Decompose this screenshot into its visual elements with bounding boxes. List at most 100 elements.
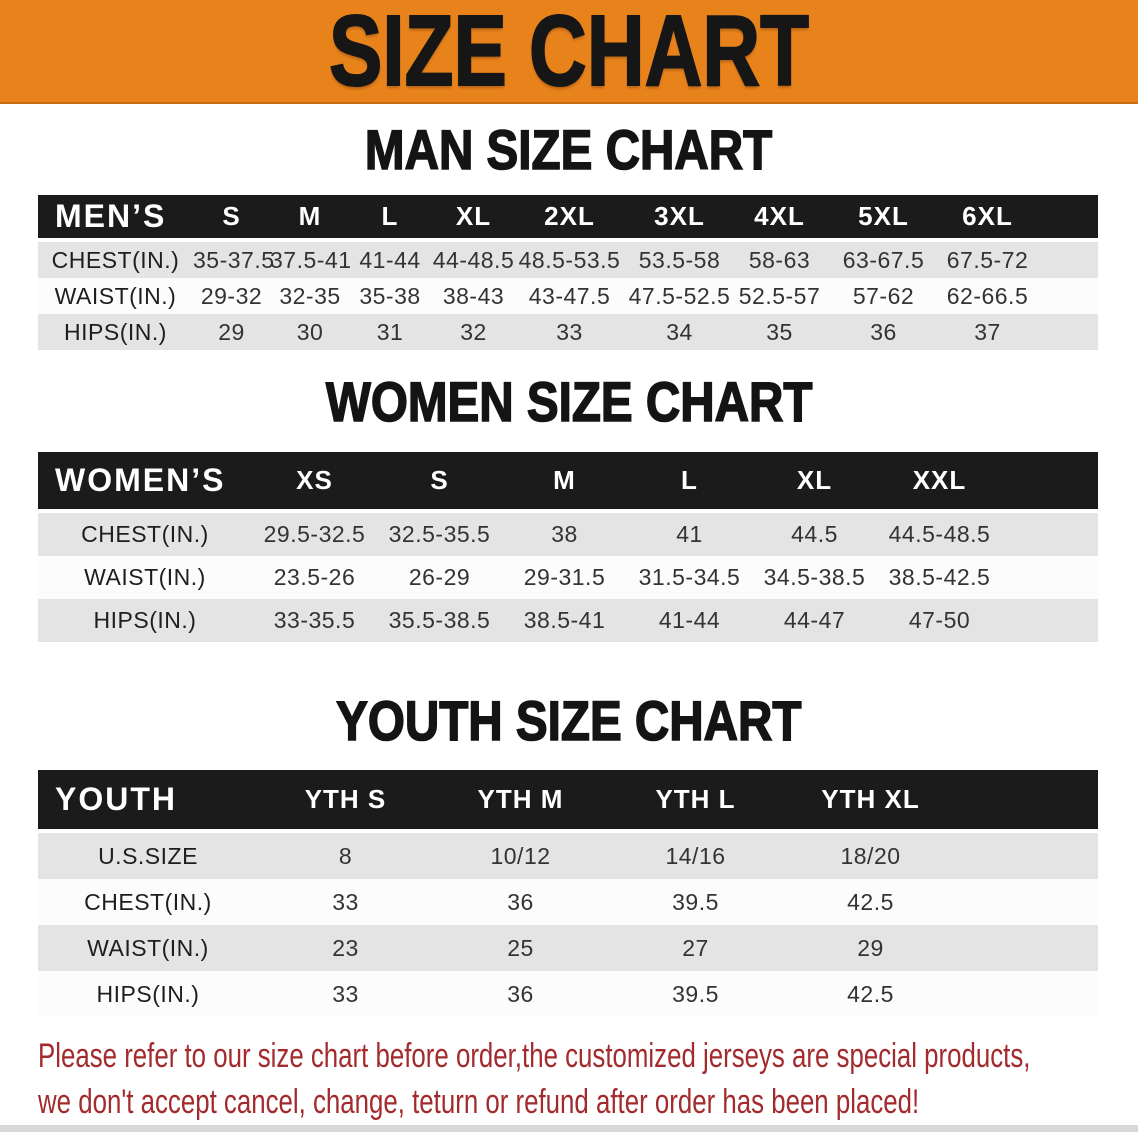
men-size-table: MEN’S S M L XL 2XL 3XL 4XL 5XL 6XL CHEST(IN.) 35-37… (38, 195, 1098, 350)
row-filler-cell (1030, 314, 1098, 350)
youth-section-heading: YOUTH SIZE CHART (0, 689, 1138, 752)
size-value-cell: 36 (433, 971, 608, 1017)
size-value-cell: 57-62 (822, 278, 945, 314)
size-column-header: M (502, 452, 627, 513)
size-value-cell: 41-44 (627, 599, 752, 642)
size-value-cell: 27 (608, 925, 783, 971)
size-value-cell: 36 (822, 314, 945, 350)
table-title-cell: MEN’S (38, 195, 193, 242)
size-value-cell: 44-48.5 (430, 242, 517, 278)
men-section-heading: MAN SIZE CHART (0, 118, 1138, 181)
size-value-cell: 58-63 (737, 242, 822, 278)
measurement-row: U.S.SIZE 8 10/12 14/16 18/20 (38, 833, 1098, 879)
size-column-header: S (193, 195, 270, 242)
size-column-header: YTH M (433, 770, 608, 833)
size-value-cell: 67.5-72 (945, 242, 1030, 278)
disclaimer-line-1: Please refer to our size chart before or… (38, 1037, 1031, 1075)
size-column-header: XL (752, 452, 877, 513)
header-filler-cell (958, 770, 1098, 833)
size-value-cell: 33 (258, 971, 433, 1017)
men-section-heading-text: MAN SIZE CHART (365, 118, 774, 181)
row-filler-cell (958, 971, 1098, 1017)
size-value-cell: 35 (737, 314, 822, 350)
measure-row-label: WAIST(IN.) (38, 278, 193, 314)
size-column-header: YTH XL (783, 770, 958, 833)
size-column-header: 4XL (737, 195, 822, 242)
size-value-cell: 44.5-48.5 (877, 513, 1002, 556)
women-section-heading: WOMEN SIZE CHART (0, 373, 1138, 431)
table-header-row: YOUTH YTH S YTH M YTH L YTH XL (38, 770, 1098, 833)
youth-section-heading-text: YOUTH SIZE CHART (336, 689, 803, 752)
size-value-cell: 35.5-38.5 (377, 599, 502, 642)
measurement-row: CHEST(IN.) 35-37.5 37.5-41 41-44 44-48.5 48.5… (38, 242, 1098, 278)
size-column-header: 3XL (622, 195, 737, 242)
size-value-cell: 41-44 (350, 242, 430, 278)
size-value-cell: 37.5-41 (270, 242, 351, 278)
size-value-cell: 34.5-38.5 (752, 556, 877, 599)
size-column-header: L (350, 195, 430, 242)
size-column-header: 2XL (517, 195, 622, 242)
size-column-header: L (627, 452, 752, 513)
size-value-cell: 47.5-52.5 (622, 278, 737, 314)
size-value-cell: 32 (430, 314, 517, 350)
size-value-cell: 38.5-42.5 (877, 556, 1002, 599)
size-value-cell: 31.5-34.5 (627, 556, 752, 599)
size-column-header: 6XL (945, 195, 1030, 242)
row-filler-cell (958, 925, 1098, 971)
size-value-cell: 33-35.5 (252, 599, 377, 642)
size-value-cell: 31 (350, 314, 430, 350)
size-value-cell: 29.5-32.5 (252, 513, 377, 556)
size-value-cell: 52.5-57 (737, 278, 822, 314)
size-value-cell: 44.5 (752, 513, 877, 556)
size-value-cell: 38 (502, 513, 627, 556)
banner: SIZE CHART (0, 0, 1138, 104)
measure-row-label: WAIST(IN.) (38, 925, 258, 971)
size-value-cell: 35-38 (350, 278, 430, 314)
row-filler-cell (1002, 556, 1098, 599)
size-value-cell: 34 (622, 314, 737, 350)
measurement-row: HIPS(IN.) 29 30 31 32 33 34 35 36 37 (38, 314, 1098, 350)
size-value-cell: 18/20 (783, 833, 958, 879)
measure-row-label: HIPS(IN.) (38, 971, 258, 1017)
size-column-header: XS (252, 452, 377, 513)
row-filler-cell (1002, 599, 1098, 642)
measurement-row: WAIST(IN.) 23 25 27 29 (38, 925, 1098, 971)
measurement-row: CHEST(IN.) 29.5-32.5 32.5-35.5 38 41 44.5 44.5… (38, 513, 1098, 556)
measure-row-label: WAIST(IN.) (38, 556, 252, 599)
measurement-row: WAIST(IN.) 29-32 32-35 35-38 38-43 43-47.5 47.… (38, 278, 1098, 314)
size-value-cell: 10/12 (433, 833, 608, 879)
size-column-header: XXL (877, 452, 1002, 513)
size-value-cell: 63-67.5 (822, 242, 945, 278)
size-value-cell: 25 (433, 925, 608, 971)
size-value-cell: 47-50 (877, 599, 1002, 642)
table-header-row: WOMEN’S XS S M L XL XXL (38, 452, 1098, 513)
size-value-cell: 62-66.5 (945, 278, 1030, 314)
size-column-header: YTH S (258, 770, 433, 833)
size-column-header: XL (430, 195, 517, 242)
size-value-cell: 14/16 (608, 833, 783, 879)
size-value-cell: 30 (270, 314, 350, 350)
size-value-cell: 29 (193, 314, 270, 350)
size-value-cell: 48.5-53.5 (517, 242, 622, 278)
measurement-row: CHEST(IN.) 33 36 39.5 42.5 (38, 879, 1098, 925)
row-filler-cell (1030, 278, 1098, 314)
size-value-cell: 23 (258, 925, 433, 971)
measure-row-label: CHEST(IN.) (38, 513, 252, 556)
size-column-header: YTH L (608, 770, 783, 833)
size-value-cell: 39.5 (608, 879, 783, 925)
table-title-cell: WOMEN’S (38, 452, 252, 513)
size-value-cell: 32-35 (270, 278, 350, 314)
measure-row-label: HIPS(IN.) (38, 599, 252, 642)
size-value-cell: 23.5-26 (252, 556, 377, 599)
size-value-cell: 44-47 (752, 599, 877, 642)
row-filler-cell (958, 879, 1098, 925)
youth-size-table: YOUTH YTH S YTH M YTH L YTH XL U.S.SIZE 8 10/12… (38, 770, 1098, 1017)
size-value-cell: 29-31.5 (502, 556, 627, 599)
row-filler-cell (1030, 242, 1098, 278)
disclaimer: Please refer to our size chart before or… (38, 1033, 1138, 1125)
size-value-cell: 42.5 (783, 971, 958, 1017)
size-value-cell: 39.5 (608, 971, 783, 1017)
size-value-cell: 29-32 (193, 278, 270, 314)
row-filler-cell (1002, 513, 1098, 556)
